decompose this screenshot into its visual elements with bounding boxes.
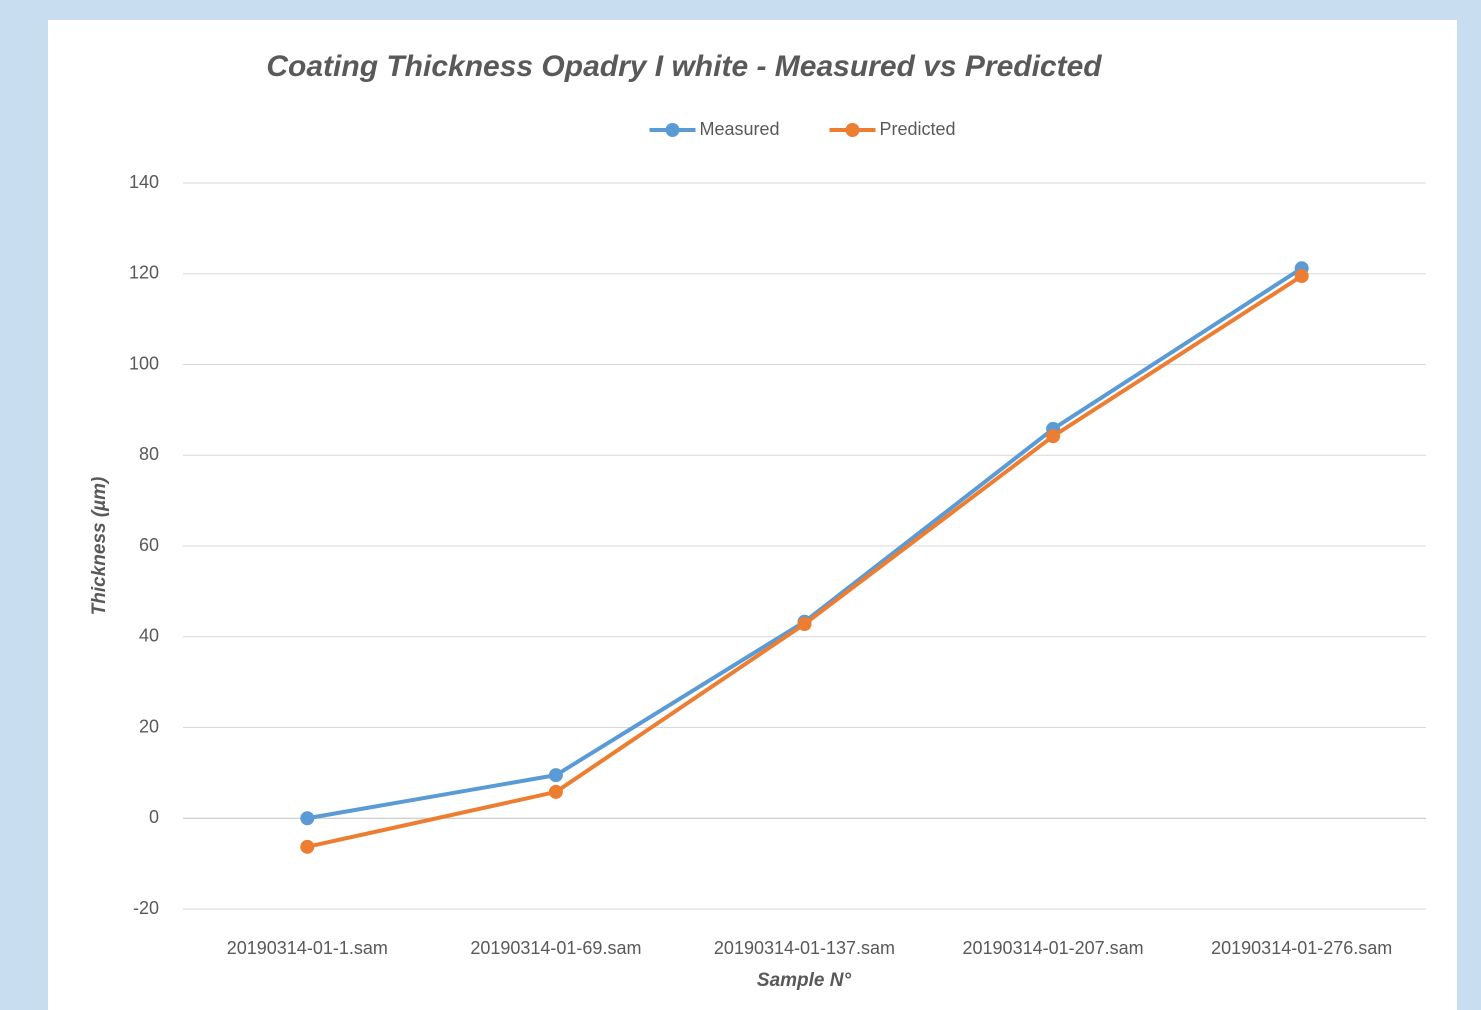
y-tick-label: 120 xyxy=(129,263,159,283)
y-tick-label: 0 xyxy=(149,807,159,827)
y-tick-label: 40 xyxy=(139,626,159,646)
x-tick-label: 20190314-01-207.sam xyxy=(963,938,1144,958)
legend-marker xyxy=(665,123,680,137)
legend-label: Predicted xyxy=(880,119,956,139)
data-point xyxy=(548,784,563,799)
x-tick-label: 20190314-01-137.sam xyxy=(714,938,895,958)
x-tick-label: 20190314-01-1.sam xyxy=(227,938,388,958)
data-point xyxy=(548,768,563,783)
legend-label: Measured xyxy=(700,119,780,139)
chart-title: Coating Thickness Opadry I white - Measu… xyxy=(266,50,1102,83)
data-point xyxy=(1294,269,1309,284)
y-tick-label: 20 xyxy=(139,716,159,736)
chart-panel xyxy=(48,20,1457,1010)
legend-marker xyxy=(845,123,860,137)
x-axis-title: Sample N° xyxy=(757,970,852,991)
data-point xyxy=(1046,429,1061,444)
data-point xyxy=(300,811,315,826)
y-tick-label: 100 xyxy=(129,353,159,373)
x-tick-label: 20190314-01-69.sam xyxy=(470,938,641,958)
data-point xyxy=(797,617,812,632)
x-tick-label: 20190314-01-276.sam xyxy=(1211,938,1392,958)
y-tick-label: 80 xyxy=(139,444,159,464)
y-tick-label: 60 xyxy=(139,535,159,555)
y-tick-label: 140 xyxy=(129,172,159,192)
data-point xyxy=(300,839,315,854)
y-axis-title: Thickness (µm) xyxy=(89,477,110,616)
y-tick-label: -20 xyxy=(133,898,159,918)
